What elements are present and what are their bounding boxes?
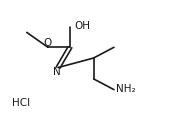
Text: HCl: HCl [12,98,30,108]
Text: N: N [53,67,61,77]
Text: OH: OH [74,21,90,31]
Text: O: O [44,38,52,48]
Text: NH₂: NH₂ [116,84,136,94]
